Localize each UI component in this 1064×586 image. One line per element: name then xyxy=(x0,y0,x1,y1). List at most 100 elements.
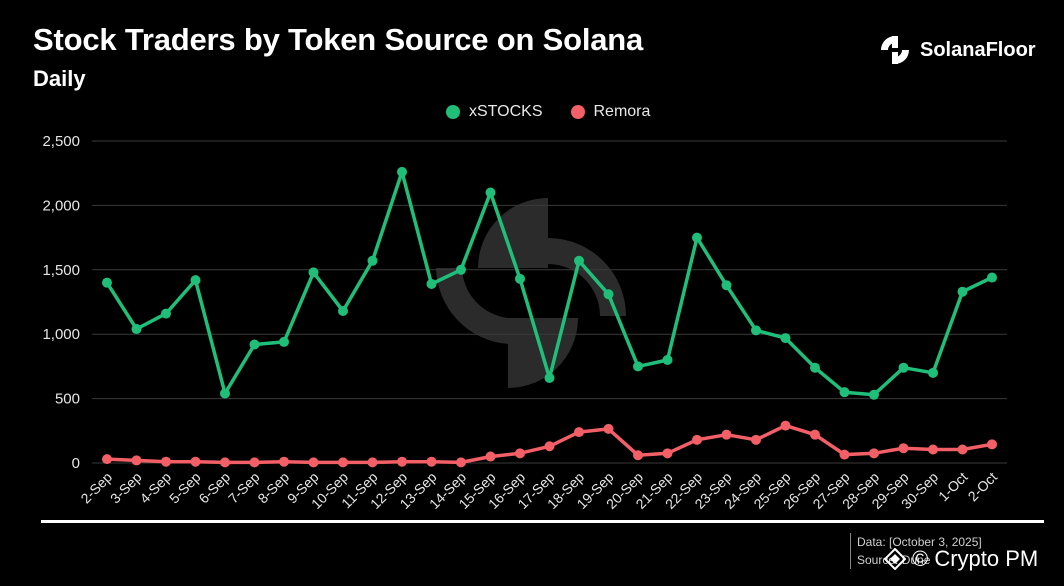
data-point-xstocks[interactable] xyxy=(485,187,496,198)
chart-subtitle: Daily xyxy=(33,66,86,91)
series-layer xyxy=(102,166,997,468)
data-point-remora[interactable] xyxy=(692,434,702,445)
y-axis: 0 500 1,000 1,500 2,000 2,500 xyxy=(42,133,80,472)
data-point-xstocks[interactable] xyxy=(898,362,909,373)
y-tick-label: 500 xyxy=(55,391,80,408)
data-point-xstocks[interactable] xyxy=(721,280,732,291)
data-point-remora[interactable] xyxy=(220,457,230,468)
footer-divider xyxy=(41,520,1044,523)
data-point-xstocks[interactable] xyxy=(544,372,555,383)
data-point-remora[interactable] xyxy=(279,456,289,467)
data-point-xstocks[interactable] xyxy=(810,362,820,373)
data-point-remora[interactable] xyxy=(367,457,378,468)
x-tick-label: 8-Sep xyxy=(254,469,292,507)
data-point-xstocks[interactable] xyxy=(338,306,348,317)
data-point-remora[interactable] xyxy=(102,454,112,465)
data-point-xstocks[interactable] xyxy=(102,277,112,288)
data-point-xstocks[interactable] xyxy=(515,273,525,284)
y-tick-label: 0 xyxy=(72,455,80,472)
data-point-xstocks[interactable] xyxy=(928,367,938,378)
data-point-remora[interactable] xyxy=(426,456,437,467)
data-point-remora[interactable] xyxy=(721,429,732,440)
x-tick-label: 3-Sep xyxy=(107,469,145,507)
data-point-remora[interactable] xyxy=(161,456,171,467)
x-tick-label: 6-Sep xyxy=(195,469,233,507)
data-point-xstocks[interactable] xyxy=(426,278,437,289)
data-point-xstocks[interactable] xyxy=(603,289,614,300)
data-point-xstocks[interactable] xyxy=(574,255,584,266)
data-point-remora[interactable] xyxy=(190,456,201,467)
x-tick-label: 2-Sep xyxy=(77,469,115,507)
data-point-remora[interactable] xyxy=(810,429,820,440)
data-point-remora[interactable] xyxy=(662,448,673,459)
data-point-xstocks[interactable] xyxy=(131,324,142,335)
data-point-xstocks[interactable] xyxy=(308,267,319,278)
data-point-remora[interactable] xyxy=(131,455,142,466)
legend: xSTOCKS Remora xyxy=(446,103,650,121)
data-point-xstocks[interactable] xyxy=(220,388,230,399)
data-point-remora[interactable] xyxy=(603,423,614,434)
credit-label: © Crypto PM xyxy=(912,546,1039,571)
solanafloor-logo-icon xyxy=(881,36,909,64)
brand-name: SolanaFloor xyxy=(920,38,1036,61)
data-point-remora[interactable] xyxy=(308,457,319,468)
data-point-remora[interactable] xyxy=(869,448,879,459)
data-point-remora[interactable] xyxy=(456,457,466,468)
grid xyxy=(92,140,1007,464)
data-point-xstocks[interactable] xyxy=(987,272,997,283)
data-point-xstocks[interactable] xyxy=(190,275,201,286)
data-point-xstocks[interactable] xyxy=(456,264,466,275)
data-point-remora[interactable] xyxy=(515,448,525,459)
x-axis: 2-Sep3-Sep4-Sep5-Sep6-Sep7-Sep8-Sep9-Sep… xyxy=(77,469,1000,512)
data-point-xstocks[interactable] xyxy=(161,308,171,319)
data-point-xstocks[interactable] xyxy=(367,255,378,266)
data-point-xstocks[interactable] xyxy=(279,336,289,347)
legend-item-remora[interactable]: Remora xyxy=(570,103,651,121)
data-point-xstocks[interactable] xyxy=(692,232,702,243)
data-point-xstocks[interactable] xyxy=(397,166,407,177)
legend-item-xstocks[interactable]: xSTOCKS xyxy=(446,103,543,121)
y-tick-label: 1,000 xyxy=(42,326,80,343)
legend-swatch-remora xyxy=(570,105,585,119)
data-point-remora[interactable] xyxy=(839,449,850,460)
line-chart: 0 500 1,000 1,500 2,000 2,500 2-Sep3-Sep4-Sep… xyxy=(42,133,1007,512)
x-tick-label: 7-Sep xyxy=(225,469,263,507)
data-point-xstocks[interactable] xyxy=(249,339,260,350)
legend-label-xstocks: xSTOCKS xyxy=(469,103,543,120)
data-point-xstocks[interactable] xyxy=(633,361,643,372)
data-point-xstocks[interactable] xyxy=(662,354,673,365)
data-point-remora[interactable] xyxy=(544,441,555,452)
data-point-xstocks[interactable] xyxy=(751,325,761,336)
chart-title: Stock Traders by Token Source on Solana xyxy=(33,22,644,57)
data-point-remora[interactable] xyxy=(928,444,938,455)
data-point-xstocks[interactable] xyxy=(957,286,968,297)
data-date-label: Data: [October 3, 2025] xyxy=(857,535,982,549)
data-point-remora[interactable] xyxy=(338,457,348,468)
x-tick-label: 2-Oct xyxy=(965,469,1001,505)
data-point-remora[interactable] xyxy=(485,451,496,462)
data-point-remora[interactable] xyxy=(898,443,909,454)
legend-swatch-xstocks xyxy=(446,105,460,119)
y-tick-label: 2,000 xyxy=(42,197,80,214)
brand: SolanaFloor xyxy=(878,32,1036,68)
legend-label-remora: Remora xyxy=(593,103,651,120)
data-point-remora[interactable] xyxy=(249,457,260,468)
data-point-xstocks[interactable] xyxy=(839,387,850,398)
watermark-logo-icon xyxy=(436,198,626,388)
data-point-remora[interactable] xyxy=(751,434,761,445)
data-point-remora[interactable] xyxy=(957,444,968,455)
data-point-xstocks[interactable] xyxy=(869,389,879,400)
y-tick-label: 2,500 xyxy=(42,133,80,150)
data-point-xstocks[interactable] xyxy=(780,333,791,344)
x-tick-label: 5-Sep xyxy=(166,469,204,507)
x-tick-label: 4-Sep xyxy=(136,469,174,507)
data-point-remora[interactable] xyxy=(987,439,997,450)
credit: © Crypto PM xyxy=(884,546,1038,572)
cryptopm-diamond-icon xyxy=(884,548,906,570)
y-tick-label: 1,500 xyxy=(42,262,80,279)
x-tick-label: 1-Oct xyxy=(935,469,971,505)
data-point-remora[interactable] xyxy=(633,450,643,461)
data-point-remora[interactable] xyxy=(574,427,584,438)
data-point-remora[interactable] xyxy=(780,420,791,431)
data-point-remora[interactable] xyxy=(397,456,407,467)
